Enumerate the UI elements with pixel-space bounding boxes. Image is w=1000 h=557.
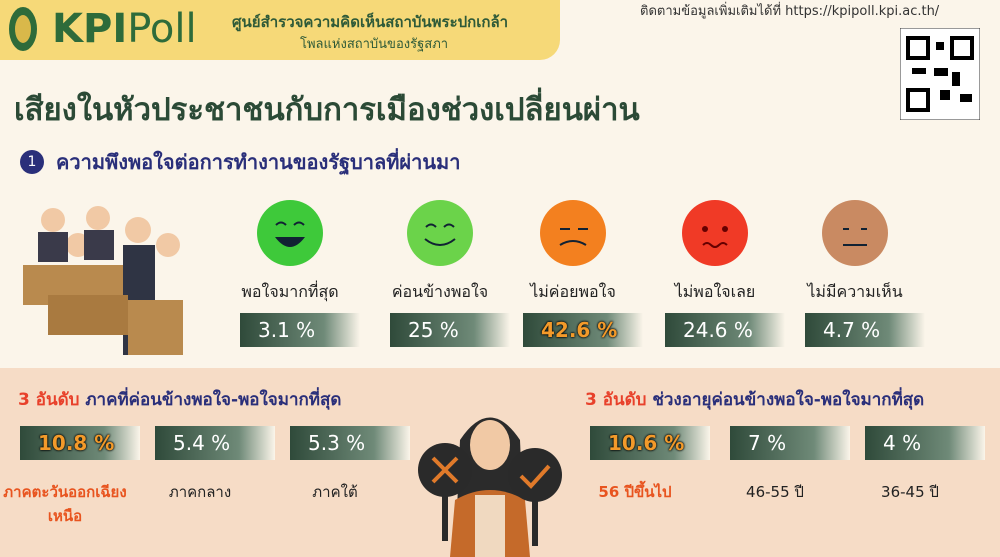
item-value: 3.1 %	[240, 313, 360, 347]
group-value: 10.6 %	[590, 426, 710, 460]
regions-title: ภาคที่ค่อนข้างพอใจ-พอใจมากที่สุด	[85, 390, 342, 410]
group-value: 7 %	[730, 426, 850, 460]
group-label: ภาคตะวันออกเฉียงเหนือ	[3, 483, 127, 525]
group-value: 4 %	[865, 426, 985, 460]
group-value: 10.8 %	[20, 426, 140, 460]
follow-link: ติดตามข้อมูลเพิ่มเติมได้ที่ https://kpip…	[640, 4, 940, 19]
org-sub: โพลแห่งสถาบันของรัฐสภา	[300, 37, 449, 52]
item-label: ค่อนข้างพอใจ	[391, 282, 489, 301]
woman-illustration	[418, 417, 562, 557]
ages-rank: 3 อันดับ	[585, 390, 647, 410]
group-label: 36-45 ปี	[881, 483, 939, 501]
group-label: ภาคกลาง	[168, 483, 232, 501]
item-label: ไม่มีความเห็น	[807, 282, 903, 301]
logo-main: KPI	[52, 6, 128, 52]
item-label: ไม่ค่อยพอใจ	[530, 282, 616, 301]
logo: KPIPoll	[52, 6, 197, 52]
item-value: 42.6 %	[523, 313, 643, 347]
item-value: 4.7 %	[805, 313, 925, 347]
item-label: ไม่พอใจเลย	[674, 282, 756, 301]
item-label: พอใจมากที่สุด	[241, 282, 339, 301]
group-label: ภาคใต้	[312, 483, 358, 501]
header-band	[0, 0, 560, 60]
section-number: 1	[20, 150, 44, 174]
org-name: ศูนย์สำรวจความคิดเห็นสถาบันพระปกเกล้า	[232, 13, 509, 31]
item-value: 24.6 %	[665, 313, 785, 347]
regions-heading: 3 อันดับ ภาคที่ค่อนข้างพอใจ-พอใจมากที่สุ…	[18, 386, 341, 413]
group-value: 5.3 %	[290, 426, 410, 460]
item-value: 25 %	[390, 313, 510, 347]
regions-rank: 3 อันดับ	[18, 390, 80, 410]
logo-poll: Poll	[127, 6, 197, 52]
faces	[257, 200, 888, 266]
section-heading: ความพึงพอใจต่อการทำงานของรัฐบาลที่ผ่านมา	[56, 150, 461, 174]
group-label: 56 ปีขึ้นไป	[598, 483, 672, 501]
ages-heading: 3 อันดับ ช่วงอายุค่อนข้างพอใจ-พอใจมากที่…	[585, 386, 924, 413]
parliament-illustration	[23, 206, 183, 355]
group-value: 5.4 %	[155, 426, 275, 460]
ages-title: ช่วงอายุค่อนข้างพอใจ-พอใจมากที่สุด	[652, 390, 925, 410]
qr-code	[900, 28, 980, 120]
main-title: เสียงในหัวประชาชนกับการเมืองช่วงเปลี่ยนผ…	[14, 92, 640, 128]
group-label: 46-55 ปี	[746, 483, 804, 501]
emblem	[9, 7, 37, 51]
